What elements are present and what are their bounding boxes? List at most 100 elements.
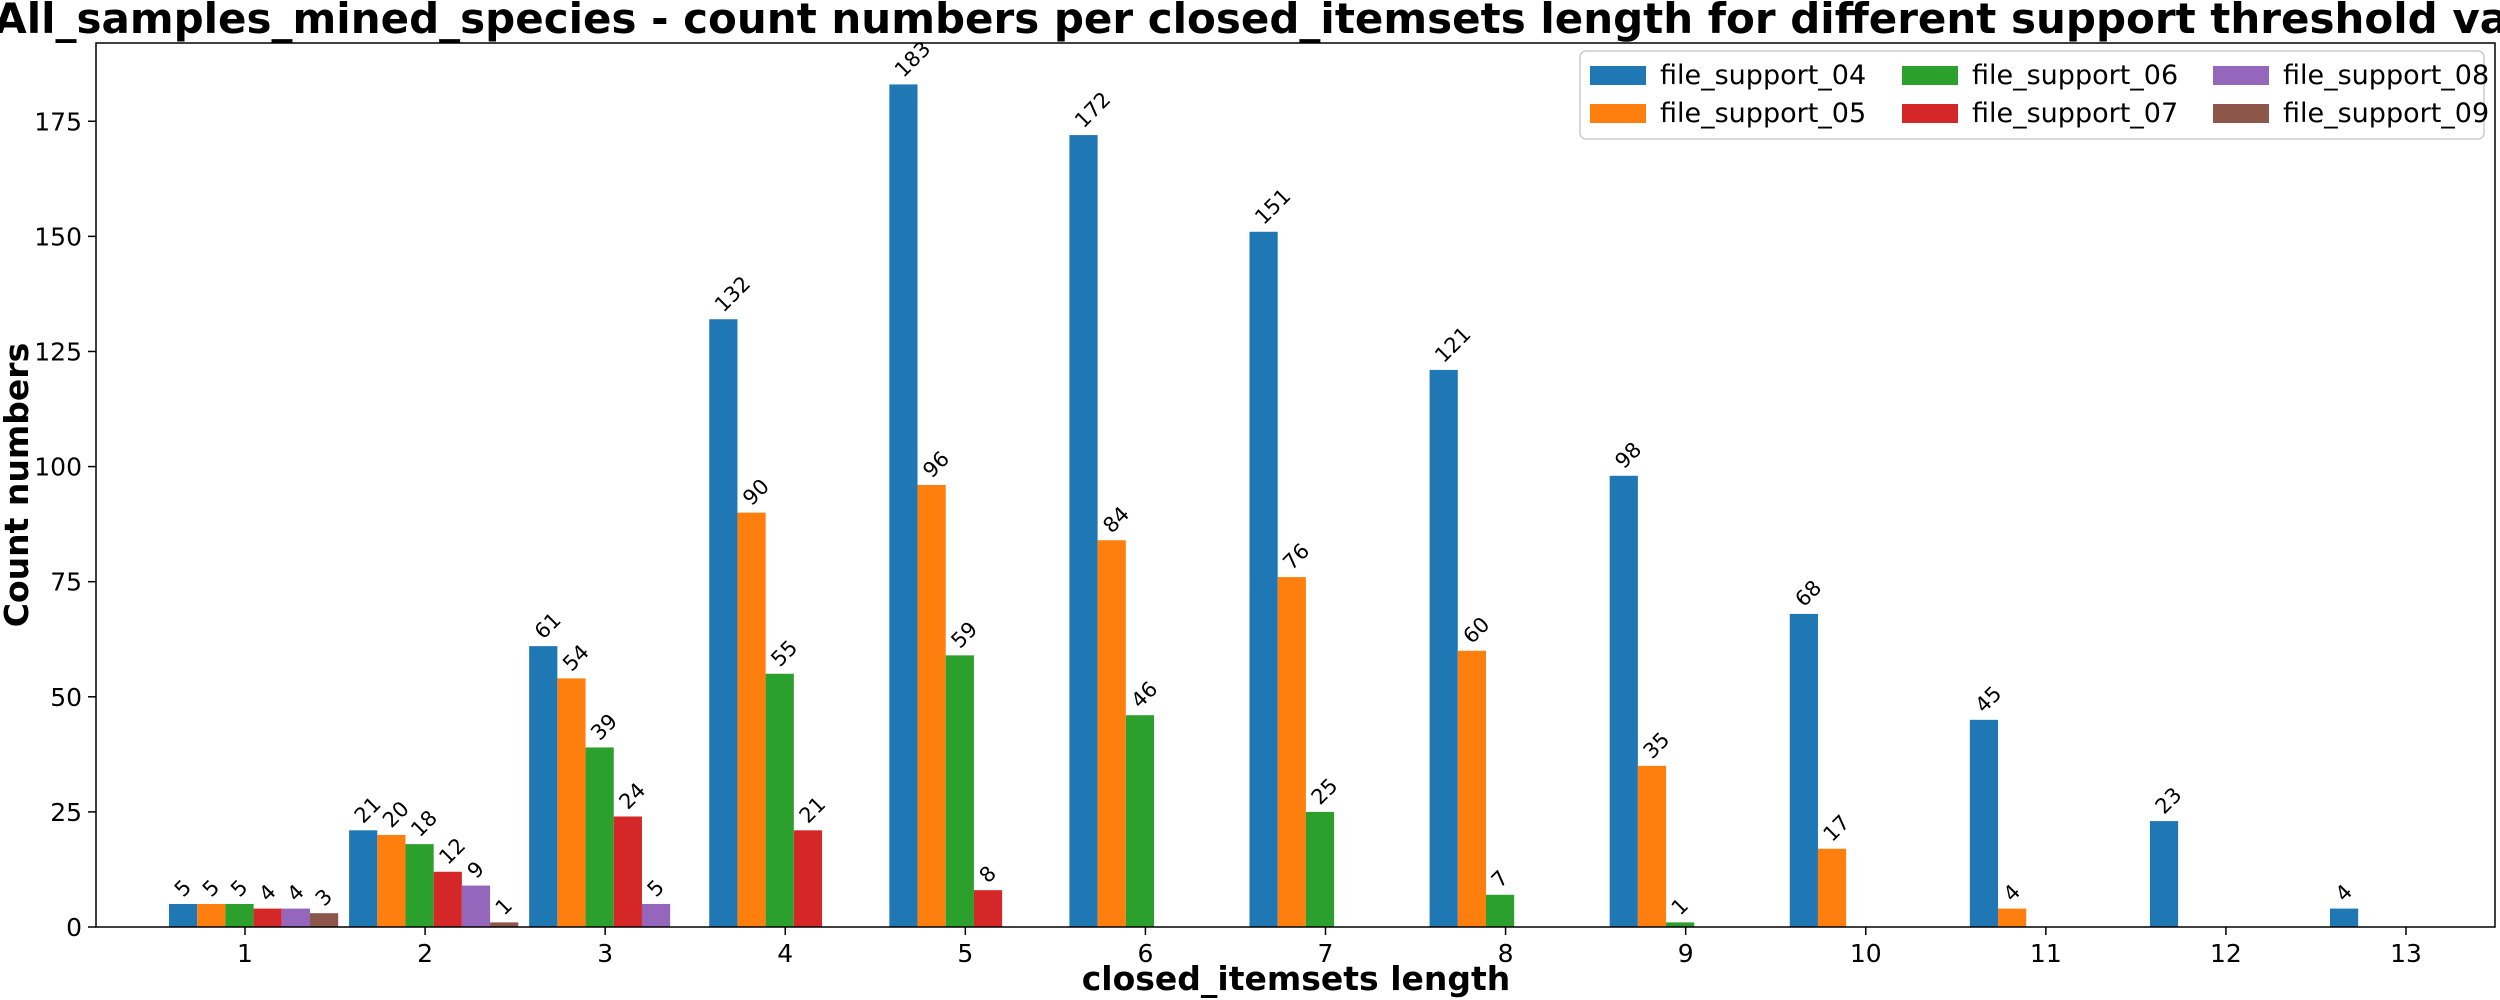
bar-file_support_04-3 — [529, 646, 558, 927]
legend-swatch-file_support_05 — [1590, 104, 1646, 123]
bar-file_support_09-1 — [310, 913, 339, 927]
chart-title: All_samples_mined_species - count number… — [0, 0, 2500, 43]
x-tick-label: 3 — [597, 939, 613, 968]
y-axis-label: Count numbers — [0, 343, 36, 627]
data-label-file_support_04-9: 98 — [1610, 437, 1646, 473]
x-tick-label: 7 — [1318, 939, 1334, 968]
legend-label-file_support_08: file_support_08 — [2283, 60, 2489, 91]
bar-file_support_07-1 — [253, 908, 282, 927]
x-tick-label: 10 — [1850, 939, 1882, 968]
data-label-file_support_06-4: 55 — [766, 635, 802, 671]
data-label-file_support_04-8: 121 — [1430, 322, 1475, 367]
data-label-file_support_05-8: 60 — [1458, 612, 1494, 648]
bar-file_support_05-11 — [1998, 908, 2027, 927]
bar-file_support_06-6 — [1125, 715, 1155, 927]
bar-file_support_08-3 — [641, 903, 671, 927]
x-tick-label: 13 — [2390, 939, 2422, 968]
bar-file_support_05-2 — [377, 834, 406, 927]
legend-swatch-file_support_07 — [1902, 104, 1958, 123]
x-tick-label: 8 — [1498, 939, 1514, 968]
x-axis: 1 2 3 4 5 6 7 8 9 10 11 12 13 — [237, 927, 2422, 968]
bar-file_support_04-4 — [709, 319, 738, 927]
data-label-file_support_07-3: 24 — [614, 778, 650, 814]
bar-file_support_04-13 — [2330, 908, 2359, 927]
bar-file_support_05-3 — [557, 678, 586, 927]
x-tick-label: 11 — [2030, 939, 2062, 968]
bar-file_support_04-11 — [1969, 719, 1999, 927]
bar-file_support_05-1 — [197, 903, 226, 927]
legend-swatch-file_support_04 — [1590, 66, 1646, 85]
y-tick-label: 175 — [34, 107, 82, 136]
data-label-file_support_08-1: 4 — [282, 880, 308, 906]
legend-swatch-file_support_06 — [1902, 66, 1958, 85]
bar-file_support_08-1 — [281, 908, 310, 927]
legend: file_support_04 file_support_05 file_suppo… — [1579, 50, 2489, 140]
y-tick-label: 0 — [66, 913, 82, 942]
bar-file_support_04-6 — [1069, 135, 1098, 928]
data-label-file_support_07-5: 8 — [975, 861, 1001, 887]
data-label-file_support_04-6: 172 — [1070, 87, 1115, 132]
data-label-file_support_04-2: 21 — [350, 792, 386, 828]
x-tick-label: 2 — [417, 939, 433, 968]
x-tick-label: 1 — [237, 939, 253, 968]
bar-file_support_06-5 — [945, 655, 974, 927]
y-axis: 0 25 50 75 100 125 150 175 — [34, 107, 96, 942]
bar-file_support_07-3 — [613, 816, 642, 927]
data-label-file_support_04-13: 4 — [2331, 880, 2357, 906]
y-tick-label: 50 — [50, 683, 82, 712]
data-label-file_support_06-2: 18 — [406, 806, 442, 842]
x-axis-label: closed_itemsets length — [1082, 959, 1511, 998]
y-tick-label: 100 — [34, 453, 82, 482]
x-tick-label: 12 — [2210, 939, 2242, 968]
bar-file_support_06-7 — [1305, 811, 1335, 927]
data-label-file_support_06-9: 1 — [1667, 894, 1693, 920]
legend-label-file_support_06: file_support_06 — [1972, 60, 2178, 91]
legend-label-file_support_07: file_support_07 — [1972, 98, 2178, 129]
data-label-file_support_05-9: 35 — [1639, 728, 1675, 764]
y-tick-label: 150 — [34, 222, 82, 251]
legend-swatch-file_support_09 — [2213, 104, 2269, 123]
legend-swatch-file_support_08 — [2213, 66, 2269, 85]
x-tick-label: 4 — [777, 939, 793, 968]
bar-file_support_04-2 — [349, 830, 378, 927]
bar-file_support_04-9 — [1609, 475, 1638, 927]
data-label-file_support_09-1: 3 — [311, 884, 337, 910]
data-label-file_support_05-7: 76 — [1278, 539, 1314, 575]
y-tick-label: 75 — [50, 568, 82, 597]
bar-file_support_07-2 — [433, 871, 462, 927]
bar-file_support_05-9 — [1637, 765, 1667, 927]
bar-file_support_06-8 — [1485, 894, 1515, 927]
bar-file_support_05-10 — [1817, 848, 1847, 927]
data-label-file_support_06-7: 25 — [1307, 774, 1343, 810]
bar-file_support_09-2 — [490, 922, 519, 927]
data-label-file_support_06-6: 46 — [1126, 677, 1162, 713]
data-label-file_support_08-2: 9 — [463, 857, 489, 883]
data-label-file_support_06-1: 5 — [226, 875, 252, 901]
y-tick-label: 25 — [50, 798, 82, 827]
data-label-file_support_04-4: 132 — [710, 271, 755, 316]
data-label-file_support_04-7: 151 — [1250, 184, 1295, 229]
bar-file_support_04-12 — [2149, 821, 2179, 927]
data-label-file_support_05-1: 5 — [198, 875, 224, 901]
bar-file_support_06-3 — [585, 747, 614, 927]
bar-file_support_07-4 — [793, 830, 823, 927]
legend-label-file_support_09: file_support_09 — [2283, 98, 2489, 129]
data-label-file_support_05-4: 90 — [738, 474, 774, 510]
y-tick-label: 125 — [34, 337, 82, 366]
bar-file_support_06-1 — [225, 903, 254, 927]
bar-file_support_08-2 — [461, 885, 491, 927]
data-label-file_support_06-3: 39 — [586, 709, 622, 745]
bar-file_support_05-4 — [737, 512, 766, 927]
data-label-file_support_05-11: 4 — [1999, 880, 2025, 906]
bar-file_support_04-5 — [889, 84, 918, 927]
bar-file_support_05-6 — [1097, 540, 1126, 927]
data-label-file_support_08-3: 5 — [643, 875, 669, 901]
data-label-file_support_05-3: 54 — [558, 640, 594, 676]
x-tick-label: 6 — [1137, 939, 1153, 968]
data-label-file_support_05-5: 96 — [918, 447, 954, 483]
bar-file_support_05-7 — [1277, 577, 1306, 927]
data-label-file_support_04-1: 5 — [170, 875, 196, 901]
plot-frame — [95, 42, 2496, 928]
bar-file_support_05-5 — [917, 485, 946, 927]
